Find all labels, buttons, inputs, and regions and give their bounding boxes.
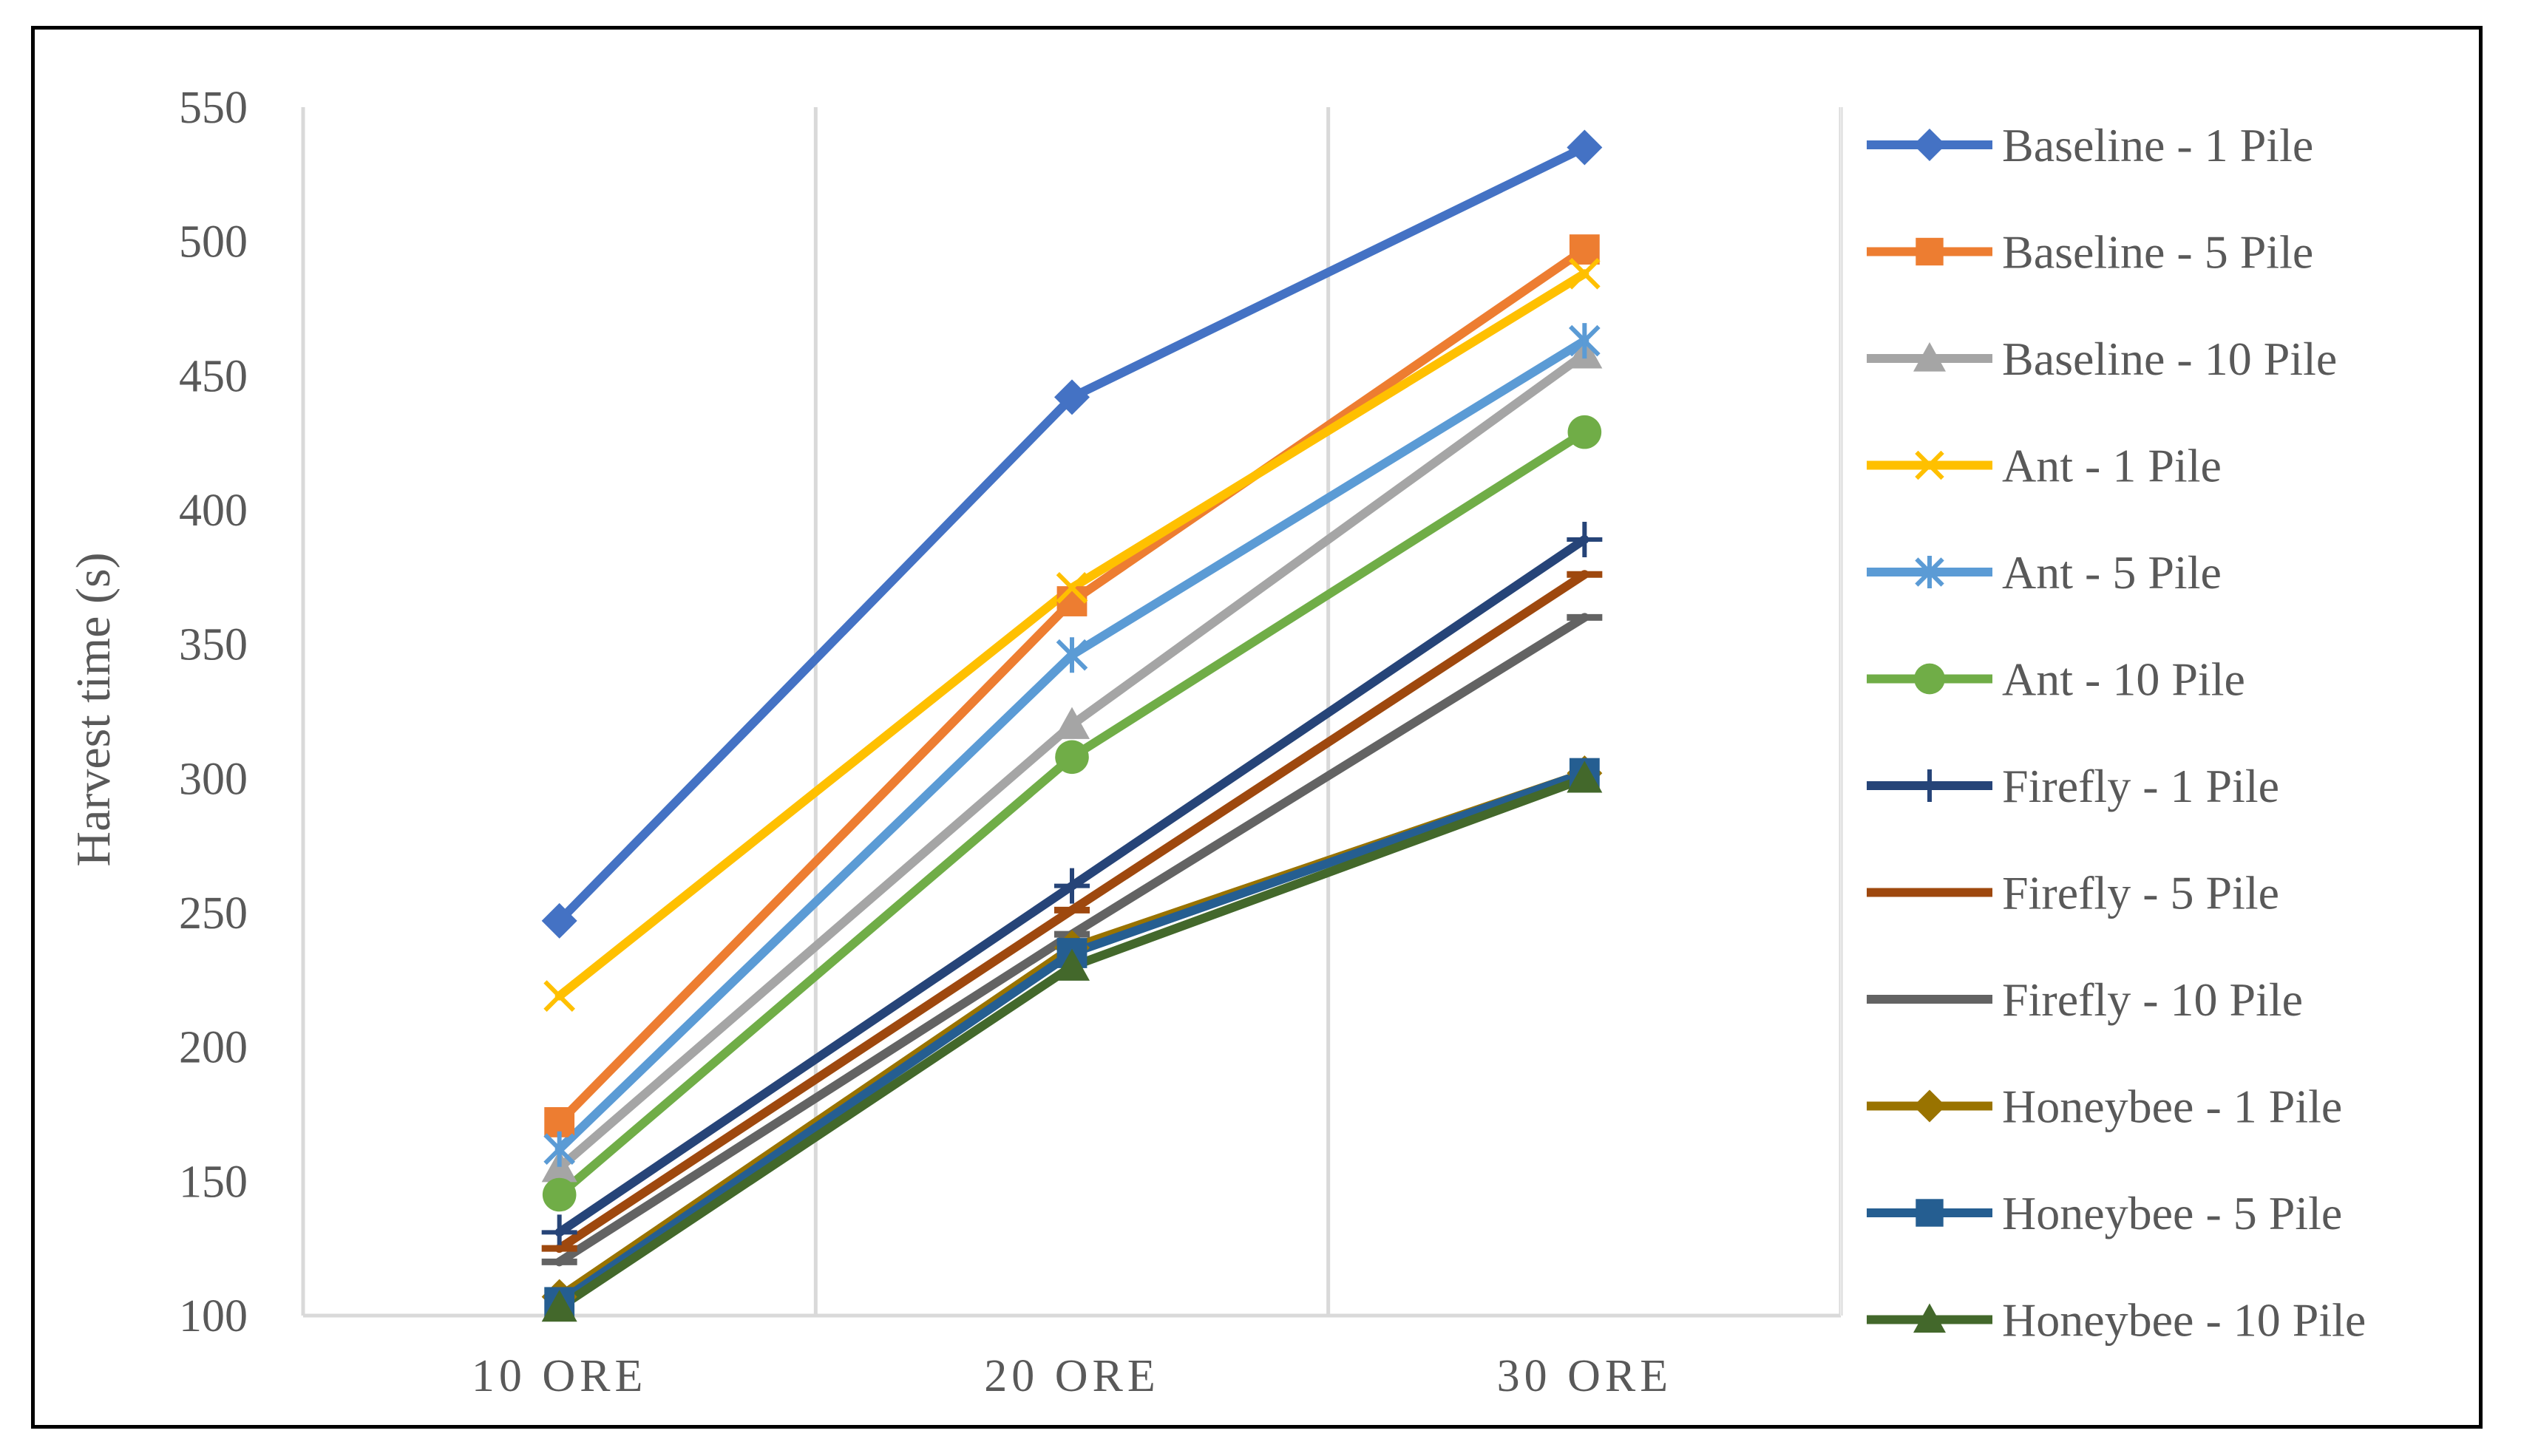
- legend-label: Baseline - 5 Pile: [2002, 226, 2313, 279]
- series-marker: [1913, 342, 1946, 372]
- series-marker: [541, 1214, 577, 1251]
- x-axis-ticks: 10 ORE 20 ORE 30 ORE: [472, 1351, 1673, 1401]
- y-tick-label: 250: [179, 888, 248, 939]
- marker-stroke: [1915, 450, 1944, 480]
- series-markers: [541, 129, 1603, 1322]
- x-tick-label: 10 ORE: [472, 1351, 648, 1401]
- series-marker: [1913, 769, 1946, 802]
- series-line: [554, 774, 1589, 1313]
- y-tick-label: 300: [179, 754, 248, 804]
- legend-label: Ant - 1 Pile: [2002, 440, 2222, 492]
- series-marker: [1054, 868, 1090, 904]
- series-marker: [543, 1131, 575, 1167]
- series-marker: [1569, 257, 1601, 290]
- legend-label: Honeybee - 10 Pile: [2002, 1294, 2366, 1347]
- series-marker: [1913, 1089, 1946, 1123]
- legend-item: Honeybee - 1 Pile: [1867, 1081, 2342, 1133]
- legend-label: Firefly - 10 Pile: [2002, 973, 2303, 1026]
- y-tick-label: 150: [179, 1157, 248, 1207]
- y-axis-title: Harvest time (s): [67, 552, 121, 866]
- legend-label: Baseline - 10 Pile: [2002, 333, 2337, 385]
- series-marker: [1569, 234, 1600, 265]
- series-marker: [1567, 761, 1603, 793]
- series-marker: [1913, 1303, 1946, 1333]
- legend-item: Ant - 5 Pile: [1867, 546, 2222, 599]
- legend-label: Ant - 10 Pile: [2002, 653, 2245, 706]
- y-tick-label: 450: [179, 351, 248, 401]
- series-marker: [1913, 129, 1946, 161]
- legend-item: Firefly - 5 Pile: [1867, 867, 2279, 919]
- series-marker: [1054, 948, 1090, 981]
- y-tick-label: 400: [179, 486, 248, 536]
- series-marker: [541, 902, 577, 939]
- legend-label: Baseline - 1 Pile: [2002, 119, 2313, 171]
- legend-item: Firefly - 1 Pile: [1867, 760, 2279, 812]
- y-tick-label: 100: [179, 1291, 248, 1341]
- series-marker: [1567, 521, 1603, 557]
- legend-item: Firefly - 10 Pile: [1867, 973, 2303, 1026]
- legend-label: Honeybee - 1 Pile: [2002, 1081, 2342, 1133]
- y-tick-label: 550: [179, 83, 248, 133]
- series-marker: [1569, 323, 1601, 359]
- series-marker: [1915, 450, 1944, 480]
- series-marker: [1056, 586, 1088, 616]
- legend-item: Ant - 1 Pile: [1867, 440, 2222, 492]
- marker-stroke: [1056, 572, 1088, 604]
- legend-label: Firefly - 1 Pile: [2002, 760, 2279, 812]
- legend-item: Honeybee - 5 Pile: [1867, 1187, 2342, 1239]
- legend-label: Honeybee - 5 Pile: [2002, 1187, 2342, 1239]
- legend-item: Ant - 10 Pile: [1867, 653, 2245, 706]
- series-marker: [543, 980, 575, 1012]
- series-marker: [1914, 663, 1945, 695]
- legend-item: Baseline - 5 Pile: [1867, 226, 2313, 279]
- marker-stroke: [1569, 257, 1601, 290]
- legend-label: Firefly - 5 Pile: [2002, 867, 2279, 919]
- y-tick-label: 200: [179, 1023, 248, 1073]
- marker-stroke: [543, 980, 575, 1012]
- series-marker: [1056, 572, 1088, 604]
- legend-item: Baseline - 1 Pile: [1867, 119, 2313, 171]
- chart-frame: [31, 26, 2483, 1429]
- y-tick-label: 500: [179, 217, 248, 268]
- series-marker: [1054, 707, 1090, 739]
- x-tick-label: 20 ORE: [984, 1351, 1160, 1401]
- series-marker: [541, 1290, 577, 1322]
- x-tick-label: 30 ORE: [1497, 1351, 1673, 1401]
- series-marker: [1056, 637, 1088, 673]
- series-line: [554, 427, 1589, 1200]
- series-marker: [542, 1177, 577, 1212]
- legend: Baseline - 1 Pile Baseline - 5 Pile Baseli…: [1840, 107, 2366, 1347]
- series-marker: [1054, 379, 1090, 415]
- legend-label: Ant - 5 Pile: [2002, 546, 2222, 599]
- legend-item: Honeybee - 10 Pile: [1867, 1294, 2366, 1347]
- legend-item: Baseline - 10 Pile: [1867, 333, 2337, 385]
- series-marker: [1916, 1199, 1944, 1227]
- series-marker: [1567, 415, 1602, 449]
- series-marker: [1567, 129, 1603, 166]
- y-axis-ticks: 100 150 200 250 300 350 400 450 500 550: [179, 83, 248, 1341]
- y-tick-label: 350: [179, 620, 248, 670]
- series-marker: [1916, 237, 1944, 266]
- series-marker: [1915, 556, 1944, 588]
- series-marker: [1055, 740, 1089, 775]
